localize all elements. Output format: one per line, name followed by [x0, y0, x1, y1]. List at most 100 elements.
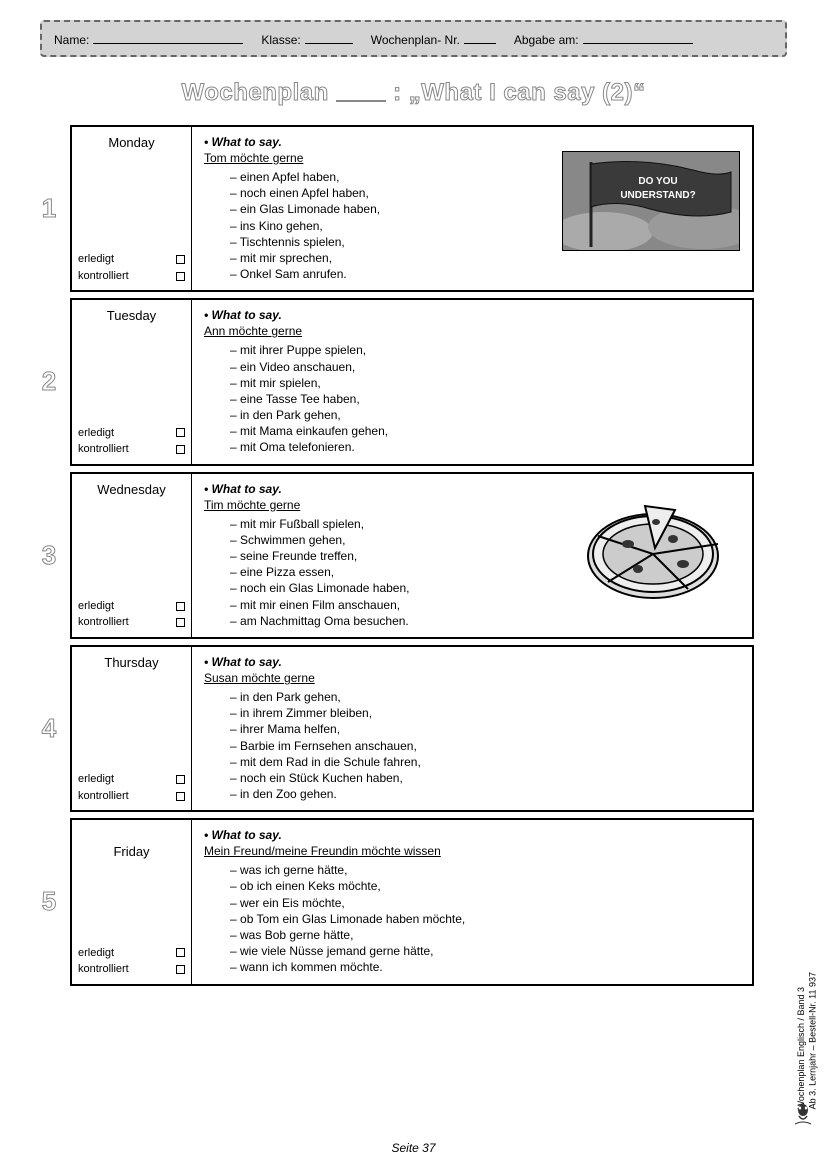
- content-subhead: Ann möchte gerne: [204, 324, 742, 338]
- wochenplan-nr-label: Wochenplan- Nr.: [371, 33, 460, 47]
- list-item: Onkel Sam anrufen.: [230, 266, 742, 282]
- day-left-column: Tuesday erledigtkontrolliert: [72, 300, 192, 463]
- content-heading: What to say.: [204, 655, 742, 669]
- title-suffix: : „What I can say (2)“: [393, 79, 645, 106]
- day-content: What to say. Mein Freund/meine Freundin m…: [192, 820, 752, 983]
- list-item: mit mir sprechen,: [230, 250, 742, 266]
- abgabe-blank[interactable]: [583, 30, 693, 44]
- schedule-container: 1MondayerledigtkontrolliertWhat to say.T…: [70, 125, 787, 986]
- day-row: 1MondayerledigtkontrolliertWhat to say.T…: [70, 125, 787, 292]
- checkbox-kontrolliert[interactable]: [176, 792, 185, 801]
- check-row-erledigt: erledigt: [78, 598, 185, 615]
- list-item: mit Oma telefonieren.: [230, 439, 742, 455]
- abgabe-field: Abgabe am:: [514, 30, 693, 47]
- day-number: 5: [34, 818, 64, 985]
- check-row-erledigt: erledigt: [78, 771, 185, 788]
- check-label: kontrolliert: [78, 788, 129, 805]
- checkbox-kontrolliert[interactable]: [176, 965, 185, 974]
- klasse-label: Klasse:: [261, 33, 300, 47]
- check-label: kontrolliert: [78, 614, 129, 631]
- list-item: noch ein Stück Kuchen haben,: [230, 770, 742, 786]
- content-heading: What to say.: [204, 828, 742, 842]
- checkbox-kontrolliert[interactable]: [176, 618, 185, 627]
- list-item: was ich gerne hätte,: [230, 862, 742, 878]
- day-name: Friday: [78, 844, 185, 859]
- day-name: Monday: [78, 135, 185, 150]
- list-item: in ihrem Zimmer bleiben,: [230, 705, 742, 721]
- content-subhead: Mein Freund/meine Freundin möchte wissen: [204, 844, 742, 858]
- check-row-kontrolliert: kontrolliert: [78, 788, 185, 805]
- day-content: What to say.Tim möchte gernemit mir Fußb…: [192, 474, 752, 637]
- check-label: kontrolliert: [78, 268, 129, 285]
- checkbox-erledigt[interactable]: [176, 602, 185, 611]
- check-section: erledigtkontrolliert: [78, 598, 185, 631]
- name-blank[interactable]: [93, 30, 243, 44]
- list-item: in den Zoo gehen.: [230, 786, 742, 802]
- list-item: wann ich kommen möchte.: [230, 959, 742, 975]
- day-number: 2: [34, 298, 64, 465]
- abgabe-label: Abgabe am:: [514, 33, 579, 47]
- check-row-erledigt: erledigt: [78, 945, 185, 962]
- list-item: mit mir spielen,: [230, 375, 742, 391]
- list-item: ein Video anschauen,: [230, 359, 742, 375]
- day-name: Tuesday: [78, 308, 185, 323]
- side-line1: Wochenplan Englisch / Band 3: [796, 987, 806, 1109]
- page-number: Seite 37: [391, 1141, 435, 1155]
- day-number: 3: [34, 472, 64, 639]
- list-item: mit Mama einkaufen gehen,: [230, 423, 742, 439]
- checkbox-kontrolliert[interactable]: [176, 445, 185, 454]
- content-heading: What to say.: [204, 482, 742, 496]
- day-name: Wednesday: [78, 482, 185, 497]
- day-table: Friday erledigtkontrolliert What to say. Me…: [70, 818, 754, 985]
- day-content: What to say.Ann möchte gernemit ihrer Pu…: [192, 300, 752, 463]
- content-heading: What to say.: [204, 308, 742, 322]
- check-section: erledigtkontrolliert: [78, 251, 185, 284]
- svg-text:DO YOU: DO YOU: [638, 176, 677, 187]
- name-field: Name:: [54, 30, 243, 47]
- list-item: in den Park gehen,: [230, 689, 742, 705]
- content-heading: What to say.: [204, 135, 742, 149]
- checkbox-kontrolliert[interactable]: [176, 272, 185, 281]
- check-section: erledigtkontrolliert: [78, 945, 185, 978]
- check-label: erledigt: [78, 945, 114, 962]
- wochenplan-nr-field: Wochenplan- Nr.: [371, 30, 496, 47]
- checkbox-erledigt[interactable]: [176, 255, 185, 264]
- check-label: kontrolliert: [78, 441, 129, 458]
- svg-text:UNDERSTAND?: UNDERSTAND?: [620, 190, 695, 201]
- check-label: erledigt: [78, 425, 114, 442]
- day-left-column: Monday erledigtkontrolliert: [72, 127, 192, 290]
- page-title: Wochenplan : „What I can say (2)“: [40, 79, 787, 107]
- day-table: MondayerledigtkontrolliertWhat to say.To…: [70, 125, 754, 292]
- list-item: was Bob gerne hätte,: [230, 927, 742, 943]
- side-line2: Ab 3. Lernjahr – Bestell-Nr. 11 937: [807, 972, 817, 1109]
- list-item: Barbie im Fernsehen anschauen,: [230, 738, 742, 754]
- day-table: ThursdayerledigtkontrolliertWhat to say.…: [70, 645, 754, 812]
- day-table: Tuesday erledigtkontrolliert What to say. A…: [70, 298, 754, 465]
- list-item: ob Tom ein Glas Limonade haben möchte,: [230, 911, 742, 927]
- checkbox-erledigt[interactable]: [176, 428, 185, 437]
- checkbox-erledigt[interactable]: [176, 948, 185, 957]
- list-item: in den Park gehen,: [230, 407, 742, 423]
- list-item: ihrer Mama helfen,: [230, 721, 742, 737]
- day-left-column: Thursdayerledigtkontrolliert: [72, 647, 192, 810]
- wochenplan-nr-blank[interactable]: [464, 30, 496, 44]
- check-label: erledigt: [78, 251, 114, 268]
- title-blank[interactable]: [336, 98, 386, 102]
- content-subhead: Susan möchte gerne: [204, 671, 742, 685]
- day-table: WednesdayerledigtkontrolliertWhat to say…: [70, 472, 754, 639]
- day-content: What to say. Susan möchte gerne in den Par…: [192, 647, 752, 810]
- check-label: erledigt: [78, 598, 114, 615]
- day-content: What to say.Tom möchte gerneeinen Apfel …: [192, 127, 752, 290]
- day-row: 3WednesdayerledigtkontrolliertWhat to sa…: [70, 472, 787, 639]
- check-label: erledigt: [78, 771, 114, 788]
- name-label: Name:: [54, 33, 89, 47]
- klasse-blank[interactable]: [305, 30, 353, 44]
- checkbox-erledigt[interactable]: [176, 775, 185, 784]
- day-number: 4: [34, 645, 64, 812]
- check-row-kontrolliert: kontrolliert: [78, 961, 185, 978]
- list-item: wie viele Nüsse jemand gerne hätte,: [230, 943, 742, 959]
- check-row-kontrolliert: kontrolliert: [78, 268, 185, 285]
- check-section: erledigtkontrolliert: [78, 425, 185, 458]
- check-label: kontrolliert: [78, 961, 129, 978]
- publisher-logo-icon: [793, 1102, 813, 1131]
